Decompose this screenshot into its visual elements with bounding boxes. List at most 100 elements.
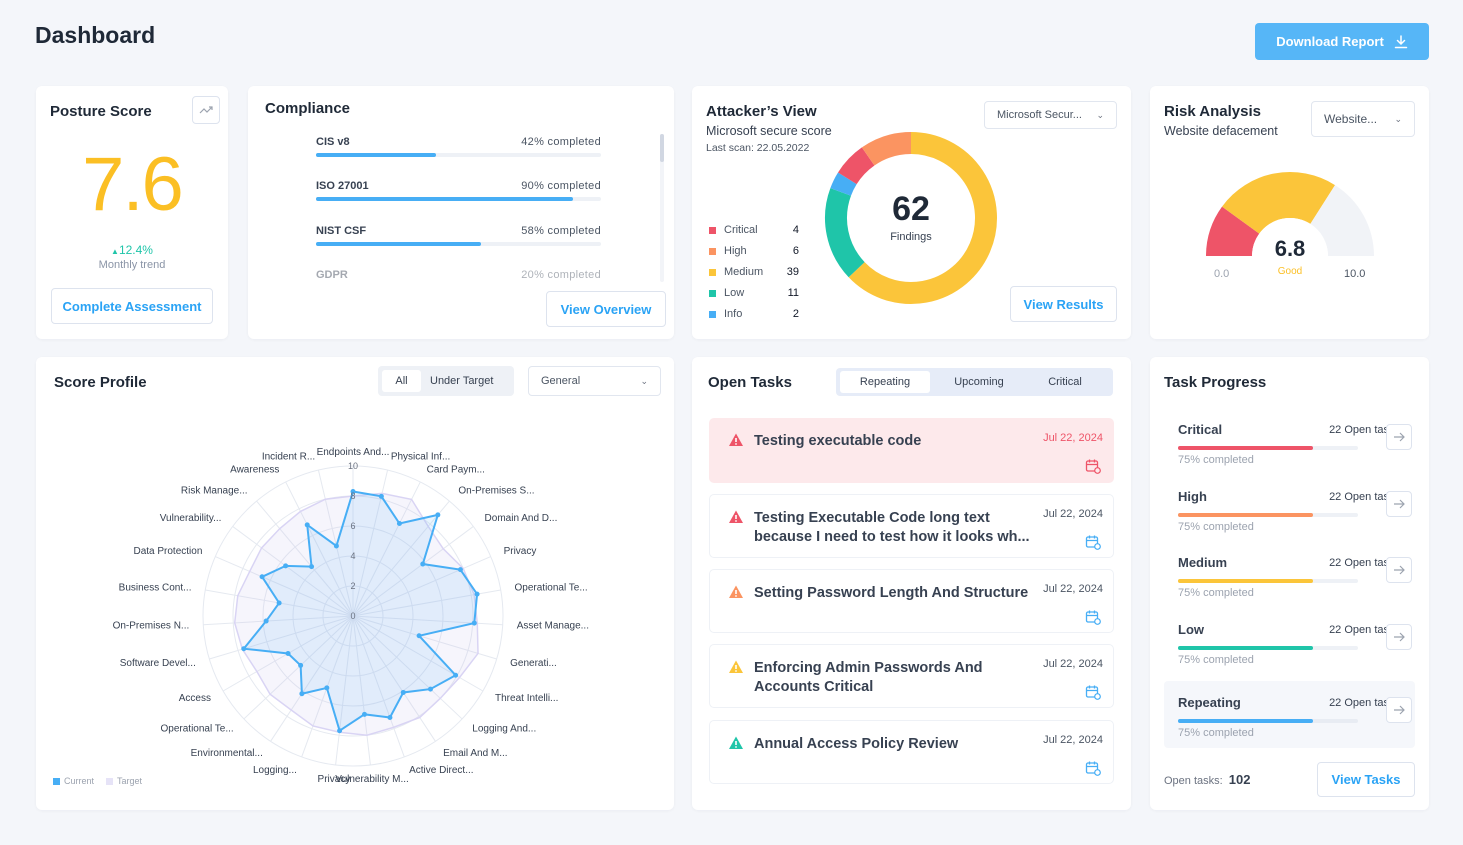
- gauge-max: 10.0: [1344, 268, 1366, 280]
- radar-point: [333, 543, 339, 549]
- arrow-right-icon: [1394, 565, 1405, 575]
- radar-point: [387, 714, 393, 720]
- calendar-icon: [1085, 610, 1101, 625]
- risk-analysis-subtitle: Website defacement: [1164, 124, 1278, 138]
- gauge-min: 0.0: [1214, 268, 1230, 280]
- open-low-button[interactable]: [1386, 624, 1412, 650]
- tab-critical[interactable]: Critical: [1048, 376, 1082, 388]
- legend-swatch: [709, 268, 716, 276]
- findings-total: 62: [892, 190, 930, 228]
- arrow-right-icon: [1394, 705, 1405, 715]
- legend-current: Current: [64, 776, 95, 786]
- radar-legend: Current Target: [53, 776, 142, 786]
- compliance-item: CIS v8 42% completed: [316, 136, 601, 166]
- radar-axis-label: Environmental...: [191, 748, 263, 759]
- compliance-status: 42% completed: [521, 136, 601, 148]
- arrow-right-icon: [1394, 632, 1405, 642]
- radar-point: [427, 686, 433, 692]
- task-item[interactable]: Testing Executable Code long text becaus…: [709, 494, 1114, 558]
- category-select[interactable]: General ⌄: [528, 366, 661, 396]
- page-title: Dashboard: [35, 22, 156, 48]
- radar-tick-label: 8: [350, 491, 355, 501]
- tab-upcoming[interactable]: Upcoming: [954, 376, 1004, 388]
- compliance-scrollbar[interactable]: [660, 134, 664, 282]
- radar-axis-label: Generati...: [510, 658, 557, 669]
- radar-spoke: [352, 556, 491, 617]
- legend-label: Info: [724, 308, 743, 320]
- legend-value: 6: [792, 245, 799, 257]
- task-title: Enforcing Admin Passwords And Accounts C…: [754, 660, 983, 695]
- view-overview-button[interactable]: View Overview: [546, 291, 666, 327]
- legend-swatch: [709, 226, 716, 234]
- findings-donut-chart: [825, 132, 997, 304]
- task-progress-title: Task Progress: [1164, 374, 1267, 391]
- task-title: Setting Password Length And Structure: [754, 585, 1029, 601]
- radar-tick-label: 2: [350, 581, 355, 591]
- scrollbar-thumb[interactable]: [660, 134, 664, 162]
- progress-pct: 75% completed: [1178, 587, 1254, 599]
- progress-track: [1178, 646, 1358, 650]
- open-tasks-title: Open Tasks: [708, 374, 792, 391]
- radar-point: [285, 651, 291, 656]
- radar-point: [471, 620, 477, 626]
- progress-fill: [1178, 579, 1313, 583]
- filter-toggle: All Under Target: [378, 366, 514, 396]
- gauge-value-arc: [1222, 172, 1336, 234]
- compliance-name: ISO 27001: [316, 180, 369, 192]
- view-tasks-button[interactable]: View Tasks: [1317, 762, 1415, 797]
- radar-spoke: [317, 469, 354, 617]
- task-item[interactable]: Enforcing Admin Passwords And Accounts C…: [709, 644, 1114, 708]
- radar-target-series: [233, 492, 479, 736]
- progress-track: [316, 242, 601, 246]
- view-results-button[interactable]: View Results: [1010, 286, 1117, 322]
- open-medium-button[interactable]: [1386, 557, 1412, 583]
- task-title: Annual Access Policy Review: [754, 736, 959, 752]
- compliance-item: ISO 27001 90% completed: [316, 180, 601, 210]
- radar-axis-label: Logging And...: [472, 724, 536, 735]
- progress-count: 22 Open tasks: [1329, 424, 1400, 436]
- radar-point: [259, 574, 265, 580]
- radar-point: [324, 685, 330, 691]
- task-item[interactable]: Testing executable code Jul 22, 2024: [709, 418, 1114, 483]
- radar-axis-label: Data Protection: [133, 546, 202, 557]
- gauge-critical-zone: [1206, 206, 1260, 256]
- arrow-right-icon: [1394, 432, 1405, 442]
- trend-button[interactable]: [192, 96, 220, 124]
- progress-fill: [1178, 446, 1313, 450]
- task-tabs: Repeating Upcoming Critical: [836, 368, 1113, 396]
- gauge-value: 6.8: [1274, 236, 1306, 261]
- toggle-under-target[interactable]: Under Target: [430, 375, 494, 387]
- complete-assessment-button[interactable]: Complete Assessment: [51, 288, 213, 324]
- open-tasks-summary: Open tasks: 102: [1164, 772, 1250, 787]
- radar-point: [396, 521, 402, 527]
- warning-icon: [729, 660, 743, 673]
- calendar-icon: [1085, 459, 1101, 474]
- progress-track: [1178, 513, 1358, 517]
- radar-axis-label: Card Paym...: [427, 464, 485, 475]
- radar-point: [337, 728, 343, 734]
- progress-pct: 75% completed: [1178, 727, 1254, 739]
- radar-spoke: [215, 556, 354, 617]
- legend-swatch: [709, 289, 716, 297]
- open-tasks-card: Open Tasks Repeating Upcoming Critical T…: [692, 357, 1131, 810]
- radar-spoke: [352, 615, 463, 720]
- legend-label: Critical: [724, 224, 758, 236]
- radar-point: [276, 600, 282, 606]
- risk-scenario-select[interactable]: Website... ⌄: [1311, 101, 1415, 137]
- tab-repeating[interactable]: Repeating: [840, 371, 930, 393]
- task-progress-card: Task Progress Critical 22 Open tasks 75%…: [1150, 357, 1429, 810]
- score-source-select[interactable]: Microsoft Secur... ⌄: [984, 101, 1117, 129]
- legend-swatch: [709, 310, 716, 318]
- task-item[interactable]: Setting Password Length And Structure Ju…: [709, 569, 1114, 633]
- download-report-button[interactable]: Download Report: [1255, 23, 1429, 60]
- radar-point: [420, 561, 426, 567]
- open-repeating-button[interactable]: [1386, 697, 1412, 723]
- category-value: General: [541, 375, 581, 387]
- compliance-status: 58% completed: [521, 225, 601, 237]
- task-item[interactable]: Annual Access Policy Review Jul 22, 2024: [709, 720, 1114, 784]
- toggle-all[interactable]: All: [382, 370, 421, 392]
- legend-label: Low: [724, 287, 745, 299]
- open-high-button[interactable]: [1386, 491, 1412, 517]
- score-profile-title: Score Profile: [54, 374, 147, 391]
- open-critical-button[interactable]: [1386, 424, 1412, 450]
